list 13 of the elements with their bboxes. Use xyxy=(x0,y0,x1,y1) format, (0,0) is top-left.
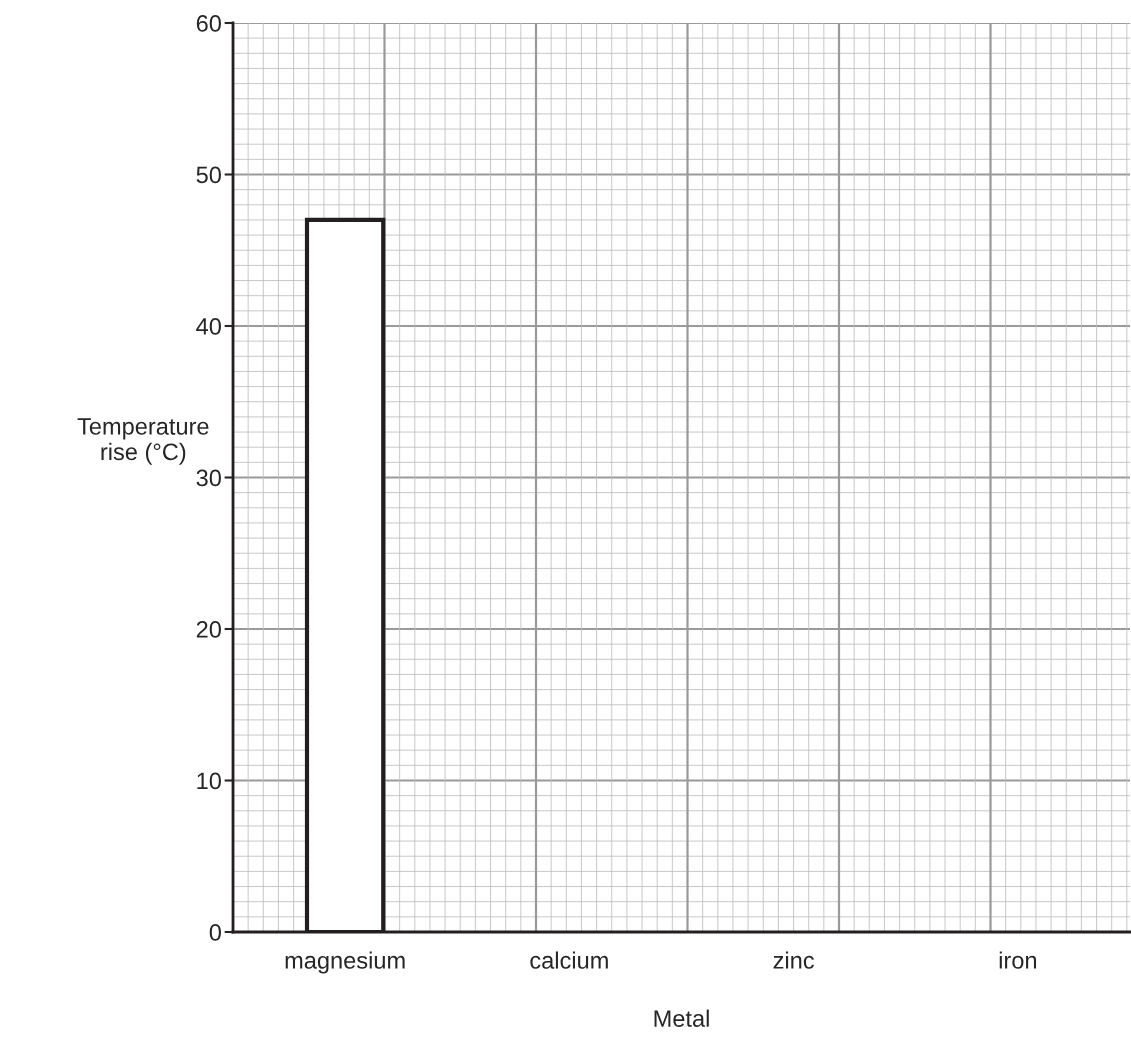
x-tick-label: zinc xyxy=(773,951,814,969)
x-tick-label: calcium xyxy=(530,951,608,969)
y-tick-label: 10 xyxy=(197,772,221,790)
y-tick-label: 30 xyxy=(196,469,221,487)
y-tick-label: 20 xyxy=(196,621,221,638)
y-axis-title: Temperature rise (°C) xyxy=(77,418,209,465)
x-tick-label: iron xyxy=(999,951,1037,969)
y-tick-label: 60 xyxy=(196,15,221,32)
x-tick-label: magnesium xyxy=(285,951,405,974)
x-axis-title: Metal xyxy=(654,1009,709,1027)
y-tick-label: 50 xyxy=(196,166,221,184)
y-tick-label: 40 xyxy=(196,318,221,335)
y-tick-label: 0 xyxy=(209,924,221,941)
